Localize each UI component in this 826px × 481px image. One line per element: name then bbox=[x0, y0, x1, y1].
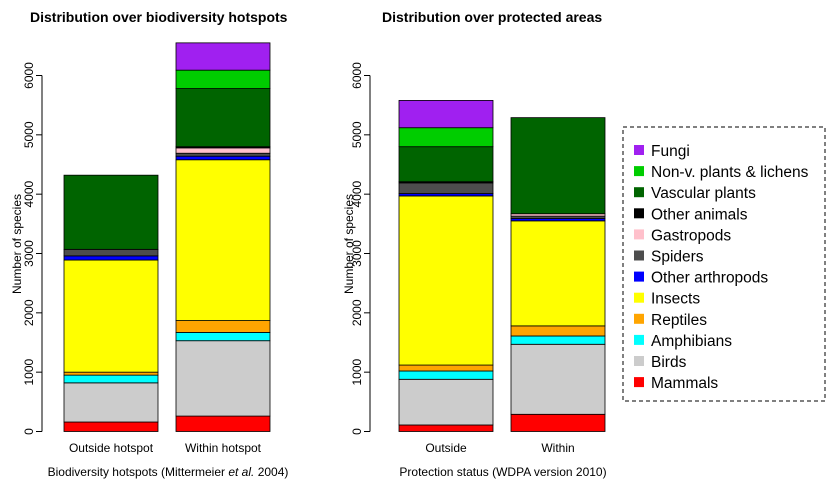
protected-bar-segment-amphibians bbox=[510, 335, 606, 345]
legend-frame bbox=[622, 126, 826, 402]
hotspot-bar-segment-gastropods bbox=[175, 147, 271, 154]
legend-label: Fungi bbox=[651, 143, 690, 160]
hotspot-bar-segment-birds bbox=[175, 340, 271, 417]
hotspot-bar-segment-mammals bbox=[175, 415, 271, 432]
legend-swatch bbox=[634, 229, 644, 240]
hotspot-bar-segment-reptiles bbox=[63, 371, 159, 376]
legend-swatch bbox=[634, 187, 644, 198]
legend-swatch bbox=[634, 334, 644, 345]
legend-swatch bbox=[634, 356, 644, 366]
legend-swatch bbox=[634, 313, 644, 324]
protected-x-tick-label: Within bbox=[541, 441, 574, 455]
protected-bar-segment-birds bbox=[398, 378, 494, 426]
hotspot-chart: Distribution over biodiversity hotspots … bbox=[10, 9, 288, 479]
legend-label: Gastropods bbox=[651, 227, 731, 244]
legend-swatch bbox=[634, 145, 644, 155]
legend-swatch bbox=[634, 208, 644, 219]
protected-bar-segment-mammals bbox=[398, 424, 494, 432]
hotspot-bar-segment-reptiles bbox=[175, 320, 271, 333]
protected-bar-segment-reptiles bbox=[510, 325, 606, 337]
hotspot-y-tick-label: 1000 bbox=[22, 358, 36, 385]
hotspot-bar-segment-vascular-plants bbox=[175, 88, 271, 148]
protected-y-tick-label: 0 bbox=[350, 428, 364, 435]
protected-x-tick-label: Outside bbox=[425, 441, 467, 455]
hotspot-y-tick-label: 5000 bbox=[22, 121, 36, 148]
protected-bar-segment-non-v-plants-lichens bbox=[398, 127, 494, 148]
hotspot-chart-x-axis-label: Biodiversity hotspots (Mittermeier et al… bbox=[48, 465, 289, 479]
protected-bar-segment-birds bbox=[510, 343, 606, 415]
protected-y-tick-label: 6000 bbox=[350, 62, 364, 89]
legend-label: Amphibians bbox=[651, 333, 732, 350]
hotspot-bar-segment-amphibians bbox=[175, 332, 271, 342]
protected-chart-x-tick-labels: Outside Within bbox=[425, 441, 574, 455]
legend-label: Other arthropods bbox=[651, 270, 768, 287]
protected-bar-segment-spiders bbox=[398, 182, 494, 194]
hotspot-chart-bars bbox=[63, 42, 271, 432]
hotspot-x-tick-label: Outside hotspot bbox=[69, 441, 154, 455]
protected-y-tick-label: 4000 bbox=[350, 180, 364, 207]
hotspot-y-tick-label: 2000 bbox=[22, 299, 36, 326]
protected-y-tick-label: 3000 bbox=[350, 240, 364, 267]
hotspot-x-tick-label: Within hotspot bbox=[185, 441, 262, 455]
hotspot-bar-segment-birds bbox=[63, 382, 159, 423]
hotspot-bar-segment-spiders bbox=[175, 152, 271, 157]
protected-bar-segment-vascular-plants bbox=[510, 117, 606, 215]
protected-chart-title: Distribution over protected areas bbox=[382, 9, 602, 25]
protected-chart-y-axis-label: Number of species bbox=[342, 194, 356, 294]
hotspot-chart-title: Distribution over biodiversity hotspots bbox=[30, 9, 288, 25]
legend-swatch bbox=[634, 250, 644, 261]
hotspot-chart-y-axis: 0 1000 2000 3000 4000 5000 6000 bbox=[22, 62, 43, 435]
hotspot-y-tick-label: 6000 bbox=[22, 62, 36, 89]
hotspot-bar-segment-amphibians bbox=[63, 374, 159, 384]
legend-label: Insects bbox=[651, 291, 700, 308]
protected-chart: Distribution over protected areas Number… bbox=[342, 9, 607, 479]
legend-swatch bbox=[634, 271, 644, 282]
protected-bar-segment-amphibians bbox=[398, 370, 494, 380]
hotspot-bar-segment-fungi bbox=[175, 42, 271, 71]
hotspot-bar-segment-vascular-plants bbox=[63, 174, 159, 250]
hotspot-bar-segment-other-arthropods bbox=[175, 155, 271, 161]
hotspot-bar-segment-non-v-plants-lichens bbox=[175, 69, 271, 89]
protected-y-tick-label: 2000 bbox=[350, 299, 364, 326]
hotspot-chart-x-tick-labels: Outside hotspot Within hotspot bbox=[69, 441, 262, 455]
hotspot-bar-segment-mammals bbox=[63, 421, 159, 432]
hotspot-y-tick-label: 0 bbox=[22, 428, 36, 435]
hotspot-bar-segment-insects bbox=[175, 159, 271, 321]
protected-bar-segment-fungi bbox=[398, 100, 494, 129]
protected-chart-x-axis-label: Protection status (WDPA version 2010) bbox=[399, 465, 606, 479]
protected-bar-segment-vascular-plants bbox=[398, 146, 494, 183]
legend: Fungi Non-v. plants & lichens Vascular pla… bbox=[622, 126, 826, 402]
protected-bar-segment-mammals bbox=[510, 413, 606, 432]
legend-label: Spiders bbox=[651, 249, 704, 266]
legend-label: Reptiles bbox=[651, 312, 707, 329]
legend-label: Birds bbox=[651, 354, 687, 371]
protected-y-tick-label: 5000 bbox=[350, 121, 364, 148]
hotspot-bar-segment-other-arthropods bbox=[63, 255, 159, 261]
hotspot-bar-segment-spiders bbox=[63, 248, 159, 257]
hotspot-y-tick-label: 3000 bbox=[22, 240, 36, 267]
hotspot-chart-y-axis-label: Number of species bbox=[10, 194, 24, 294]
hotspot-bar-segment-insects bbox=[63, 259, 159, 373]
hotspot-y-tick-label: 4000 bbox=[22, 180, 36, 207]
legend-label: Non-v. plants & lichens bbox=[651, 164, 809, 181]
legend-label: Vascular plants bbox=[651, 185, 756, 202]
protected-chart-y-axis: 0 1000 2000 3000 4000 5000 6000 bbox=[350, 62, 371, 435]
legend-swatch bbox=[634, 292, 644, 303]
legend-swatch bbox=[634, 377, 644, 388]
legend-label: Other animals bbox=[651, 206, 748, 223]
protected-bar-segment-insects bbox=[510, 220, 606, 327]
protected-bar-segment-reptiles bbox=[398, 364, 494, 372]
legend-swatch bbox=[634, 166, 644, 177]
protected-bar-segment-insects bbox=[398, 195, 494, 366]
protected-y-tick-label: 1000 bbox=[350, 358, 364, 385]
protected-chart-bars bbox=[398, 100, 606, 432]
legend-label: Mammals bbox=[651, 375, 718, 392]
